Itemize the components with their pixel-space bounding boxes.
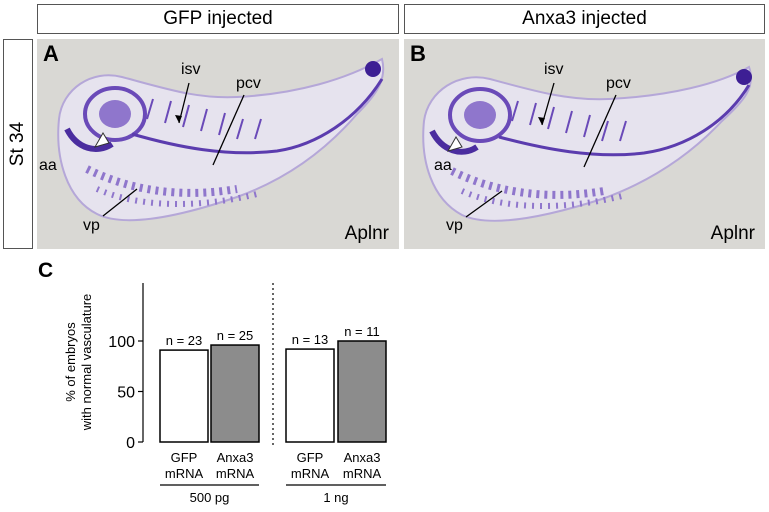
y-tick-label-50: 50 xyxy=(117,385,135,402)
panel-c-letter: C xyxy=(38,259,53,282)
category-label-3-line1: Anxa3 xyxy=(344,450,381,465)
bar-1 xyxy=(210,344,260,443)
panel-a-image: A isv pcv aa vp Aplnr xyxy=(37,39,399,249)
bar-annotation-2: n = 13 xyxy=(292,332,329,347)
bar-annotation-3: n = 11 xyxy=(344,324,380,339)
category-label-1-line1: Anxa3 xyxy=(217,450,254,465)
panel-b-aa-label: aa xyxy=(434,157,452,174)
bar-2 xyxy=(285,348,335,443)
panel-a-aa-label: aa xyxy=(39,157,57,174)
group-label-0: 500 pg xyxy=(190,490,230,505)
stage-label-box: St 34 xyxy=(3,39,33,249)
category-label-2-line2: mRNA xyxy=(291,466,330,481)
group-label-1: 1 ng xyxy=(323,490,348,505)
panel-a-vp-label: vp xyxy=(83,217,100,234)
category-label-3-line2: mRNA xyxy=(343,466,382,481)
embryo-b-illustration xyxy=(422,65,752,222)
panel-b-image: B isv pcv aa vp Aplnr xyxy=(404,39,765,249)
panel-b-header: Anxa3 injected xyxy=(404,4,765,34)
panel-a-pcv-label: pcv xyxy=(236,75,261,92)
y-tick-label-0: 0 xyxy=(126,435,135,452)
panel-b-marker-label: Aplnr xyxy=(710,223,755,244)
embryo-a-illustration xyxy=(57,57,385,222)
panel-b-pcv-label: pcv xyxy=(606,75,631,92)
category-label-0-line2: mRNA xyxy=(165,466,204,481)
y-axis-label: % of embryoswith normal vasculature xyxy=(63,294,94,432)
bar-0 xyxy=(159,349,209,443)
category-label-0-line1: GFP xyxy=(171,450,198,465)
panel-a-marker-label: Aplnr xyxy=(344,223,389,244)
panel-a-isv-label: isv xyxy=(181,61,201,78)
bar-annotation-0: n = 23 xyxy=(166,333,203,348)
panel-b-letter: B xyxy=(410,41,426,66)
panel-a-letter: A xyxy=(43,41,59,66)
panel-b-isv-label: isv xyxy=(544,61,564,78)
panel-a-header-text: GFP injected xyxy=(163,8,273,29)
category-label-1-line2: mRNA xyxy=(216,466,255,481)
y-tick-label-100: 100 xyxy=(108,334,135,351)
bar-3 xyxy=(337,340,387,443)
panel-a-header: GFP injected xyxy=(37,4,399,34)
bar-annotation-1: n = 25 xyxy=(217,328,254,343)
panel-b-vp-label: vp xyxy=(446,217,463,234)
category-label-2-line1: GFP xyxy=(297,450,324,465)
panel-b-header-text: Anxa3 injected xyxy=(522,8,647,29)
